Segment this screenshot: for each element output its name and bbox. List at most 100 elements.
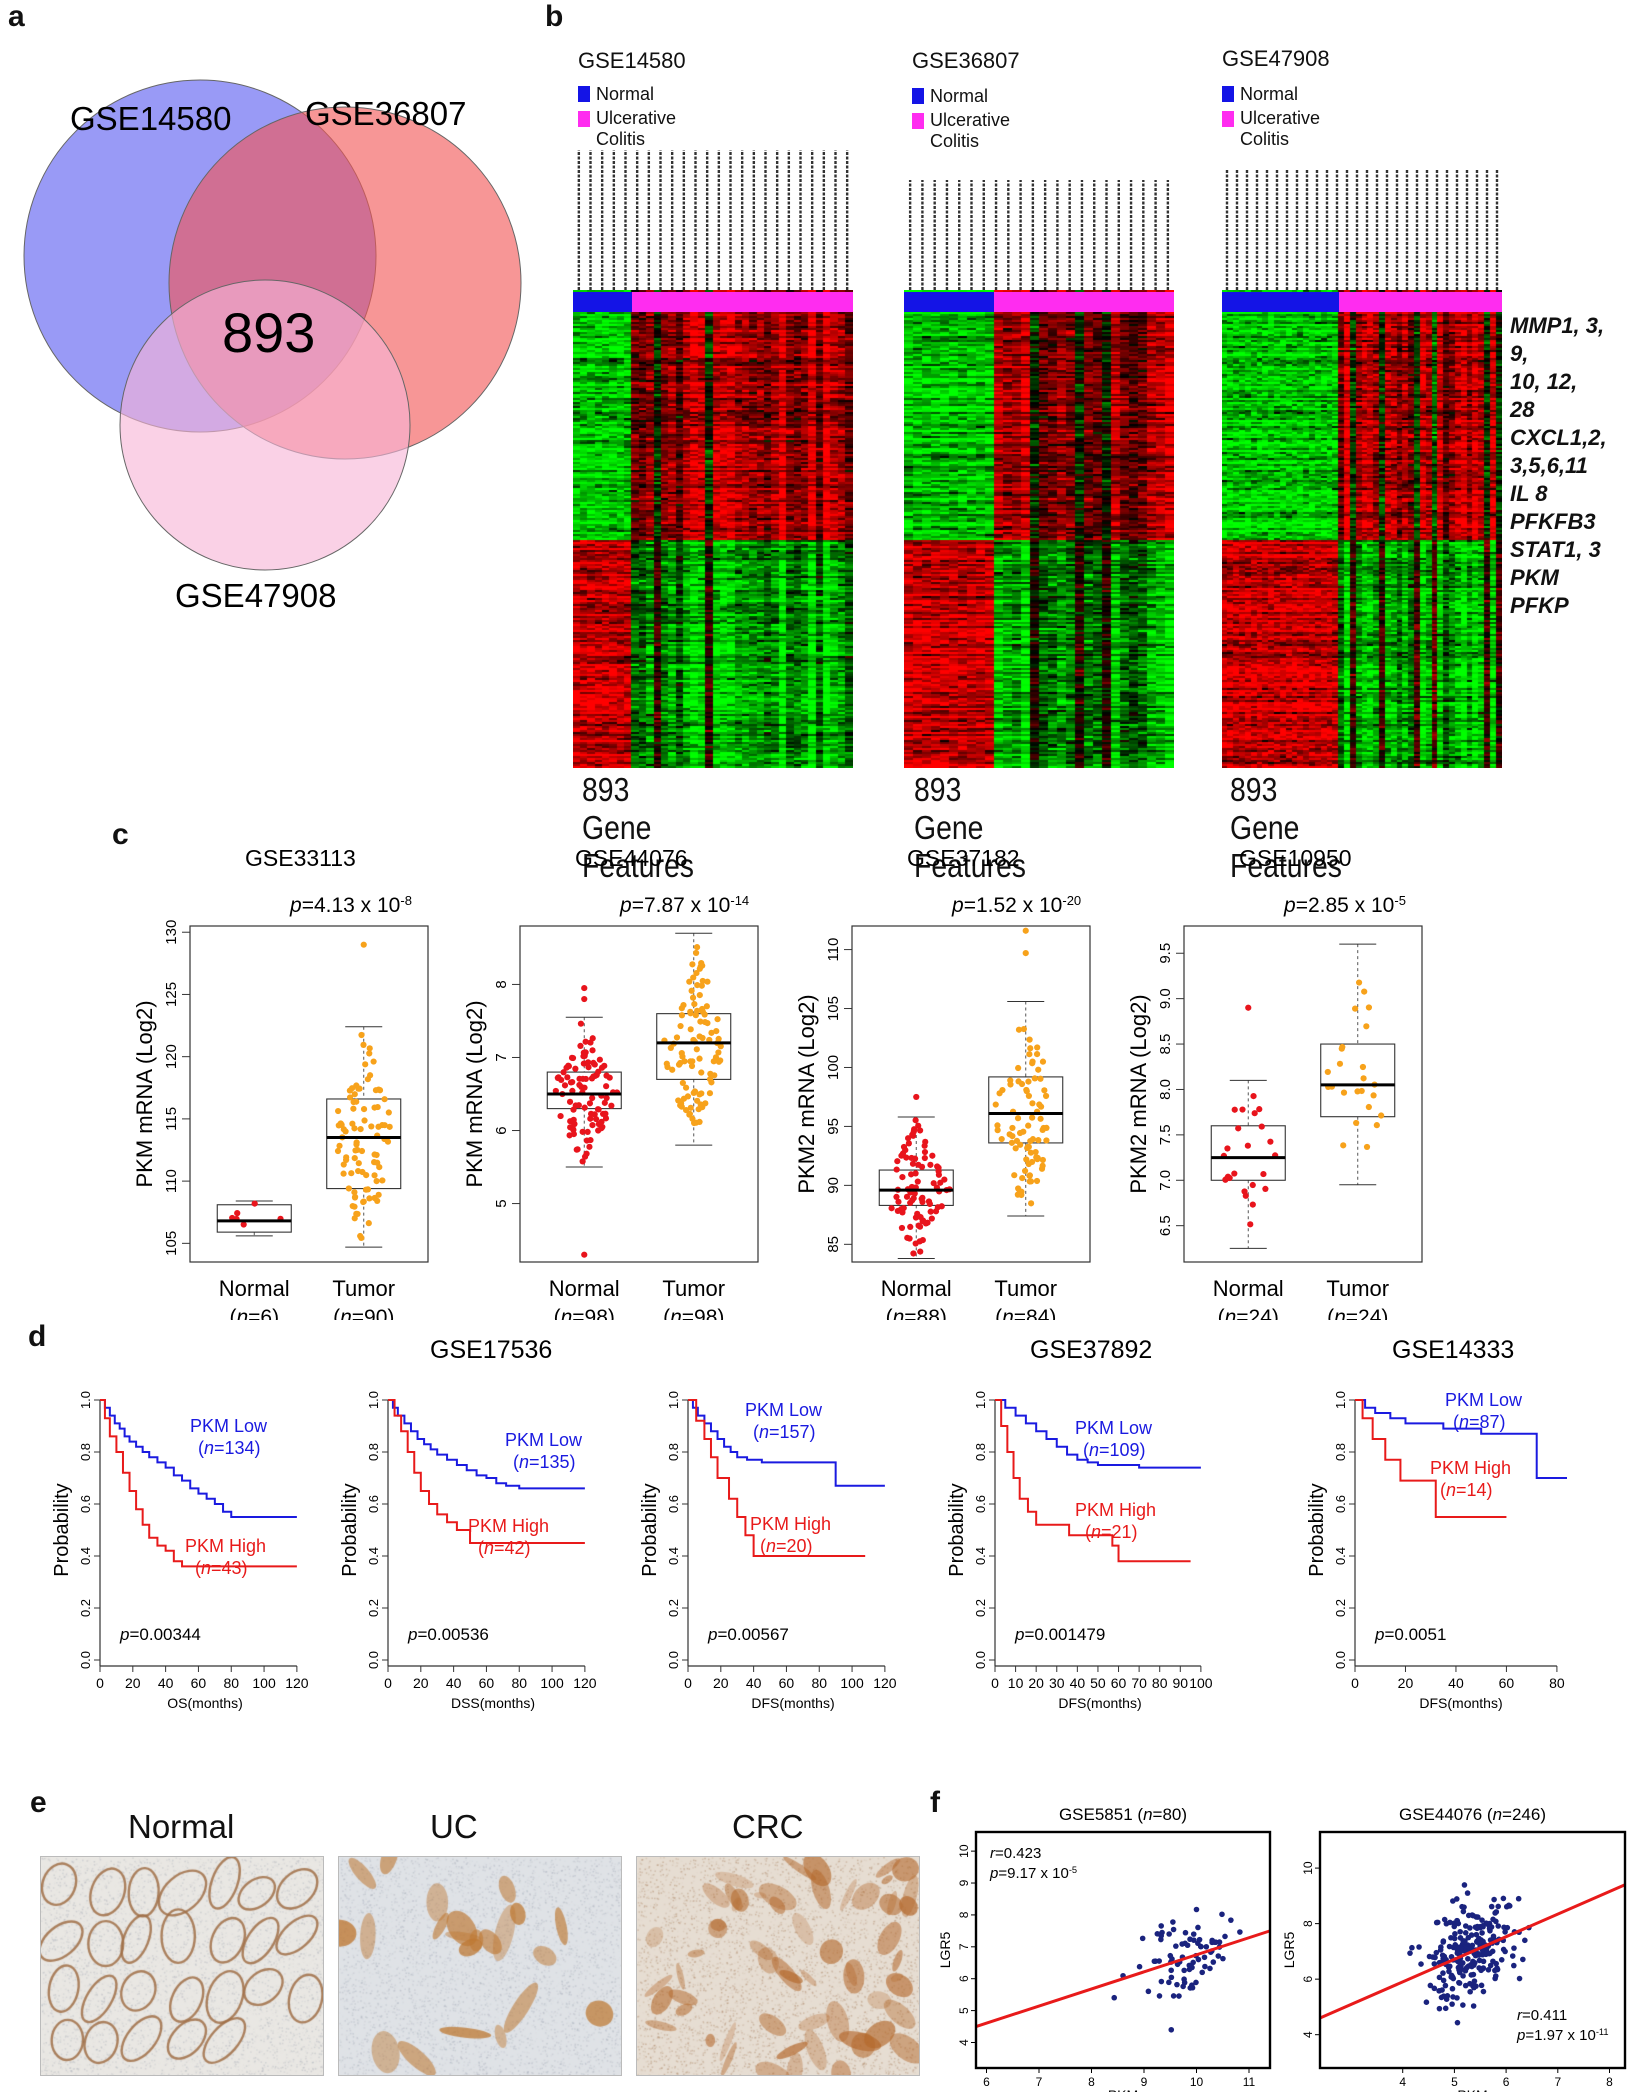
scatter-title: GSE5851 (n=80) [1059, 1805, 1187, 1824]
boxplot-point [912, 1240, 919, 1247]
scatter-point [1181, 1967, 1187, 1974]
boxplot-point [675, 1097, 682, 1104]
boxplot-point [697, 963, 704, 970]
venn-intersection-count: 893 [222, 301, 315, 364]
boxplot-point [373, 1178, 380, 1185]
boxplot-point [691, 1001, 698, 1008]
km-y-tick-label: 0.6 [973, 1495, 988, 1513]
boxplot-point [679, 1053, 686, 1060]
km-x-tick-label: 40 [1070, 1675, 1086, 1691]
boxplot-point [1247, 1221, 1254, 1228]
scatter-point [1179, 1941, 1185, 1947]
venn-label-gse36807: GSE36807 [305, 95, 466, 132]
scatter-point [1471, 1962, 1477, 1968]
scatter-point [1492, 1973, 1499, 1979]
boxplot-point [340, 1170, 347, 1177]
heatmap-title-3: GSE47908 [1222, 46, 1330, 71]
scatter-point [1500, 1946, 1507, 1953]
boxplot-outlier [1245, 1004, 1252, 1011]
boxplot-point [711, 1072, 718, 1079]
boxplot-point [687, 1058, 694, 1065]
boxplot-point [693, 944, 701, 951]
boxplot-point [904, 1234, 911, 1241]
boxplot-point [564, 1074, 571, 1081]
boxplot-point [680, 1095, 688, 1102]
boxplot-point [581, 1104, 588, 1111]
scatter-x-tick-label: 9 [1141, 2075, 1148, 2089]
boxplot-point [589, 1122, 596, 1129]
boxplot-panel: GSE33113 p=4.13 x 10-8 105 110 115 120 125 130 P… [132, 845, 1423, 1320]
scatter-point [1473, 1931, 1480, 1938]
scatter-point [1166, 1979, 1172, 1986]
boxplot-point [561, 1082, 569, 1089]
scatter-point [1456, 1980, 1463, 1986]
boxplot-point [1353, 1119, 1360, 1127]
scatter-point [1203, 1943, 1210, 1950]
boxplot-point [1231, 1170, 1238, 1177]
scatter-point [1437, 1947, 1444, 1953]
km-low-n: (n=134) [198, 1438, 261, 1458]
km-x-tick-label: 20 [713, 1675, 729, 1691]
scatter-point [1470, 2003, 1477, 2009]
scatter-point [1457, 1935, 1464, 1941]
boxplot-point [1015, 1185, 1022, 1192]
boxplot-point [682, 1084, 690, 1091]
km-low-label: PKM Low [190, 1416, 268, 1436]
km-dataset-gse17536: GSE17536 [430, 1336, 552, 1364]
scatter-x-tick-label: 8 [1088, 2075, 1095, 2089]
km-y-tick-label: 0.2 [666, 1599, 681, 1617]
boxplot-point [589, 1035, 596, 1042]
scatter-point [1168, 2026, 1175, 2033]
scatter-point [1457, 1960, 1463, 1966]
km-low-label: PKM Low [505, 1430, 583, 1450]
scatter-point [1158, 1923, 1164, 1929]
boxplot-point [360, 1106, 368, 1113]
boxplot-point [358, 1147, 366, 1155]
boxplot-point [941, 1176, 948, 1183]
boxplot-title: GSE44076 [575, 845, 688, 871]
boxplot-point [673, 1034, 681, 1041]
boxplot-point [663, 1060, 670, 1067]
boxplot-point [351, 1193, 359, 1201]
boxplot-y-tick-label: 125 [163, 982, 180, 1007]
scatter-point [1460, 1908, 1467, 1915]
boxplot-point [1043, 1137, 1050, 1144]
scatter-point [1461, 1882, 1468, 1888]
boxplot-point [915, 1122, 922, 1129]
gene-list-item: PKM [1510, 565, 1559, 590]
boxplot-point [679, 1079, 686, 1087]
scatter-point [1228, 1917, 1234, 1923]
km-y-tick-label: 0.6 [78, 1495, 93, 1513]
boxplot-point [698, 1069, 705, 1076]
km-x-tick-label: 0 [684, 1675, 692, 1691]
boxplot-point [1037, 1103, 1045, 1110]
km-x-tick-label: 20 [1398, 1675, 1414, 1691]
boxplot-point [351, 1203, 358, 1210]
km-curve-high [388, 1399, 585, 1544]
km-x-tick-label: 120 [873, 1675, 897, 1691]
boxplot-point [572, 1102, 579, 1109]
scatter-point [1516, 1975, 1523, 1982]
scatter-point [1492, 1967, 1498, 1974]
panel-label-a: a [8, 0, 25, 33]
boxplot-point [348, 1085, 356, 1092]
scatter-point [1222, 1933, 1228, 1940]
km-y-label: Probability [51, 1483, 73, 1576]
boxplot-point [381, 1122, 388, 1129]
scatter-point [1442, 1982, 1449, 1989]
boxplot-y-tick-label: 7.5 [1157, 1124, 1174, 1145]
boxplot-point [1019, 1175, 1026, 1182]
scatter-frame [974, 1830, 1272, 2070]
scatter-point [1467, 1980, 1473, 1987]
km-high-n: (n=43) [195, 1558, 248, 1578]
highlighted-gene-list: MMP1, 3, 9, 10, 12, 28 CXCL1,2, 3,5,6,11 IL … [1510, 312, 1607, 620]
km-low-label: PKM Low [1445, 1390, 1523, 1410]
boxplot-point [1231, 1106, 1238, 1113]
km-x-tick-label: 0 [1351, 1675, 1359, 1691]
km-x-label: OS(months) [167, 1695, 242, 1711]
scatter-point [1442, 2005, 1449, 2012]
boxplot-y-tick-label: 8.5 [1157, 1034, 1174, 1055]
scatter-point [1431, 1985, 1438, 1992]
boxplot-point [1015, 1064, 1022, 1072]
boxplot-outlier [581, 984, 588, 992]
